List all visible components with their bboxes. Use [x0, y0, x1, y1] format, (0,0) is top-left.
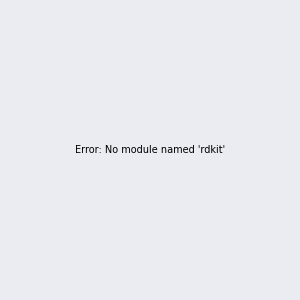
Text: Error: No module named 'rdkit': Error: No module named 'rdkit' [75, 145, 225, 155]
